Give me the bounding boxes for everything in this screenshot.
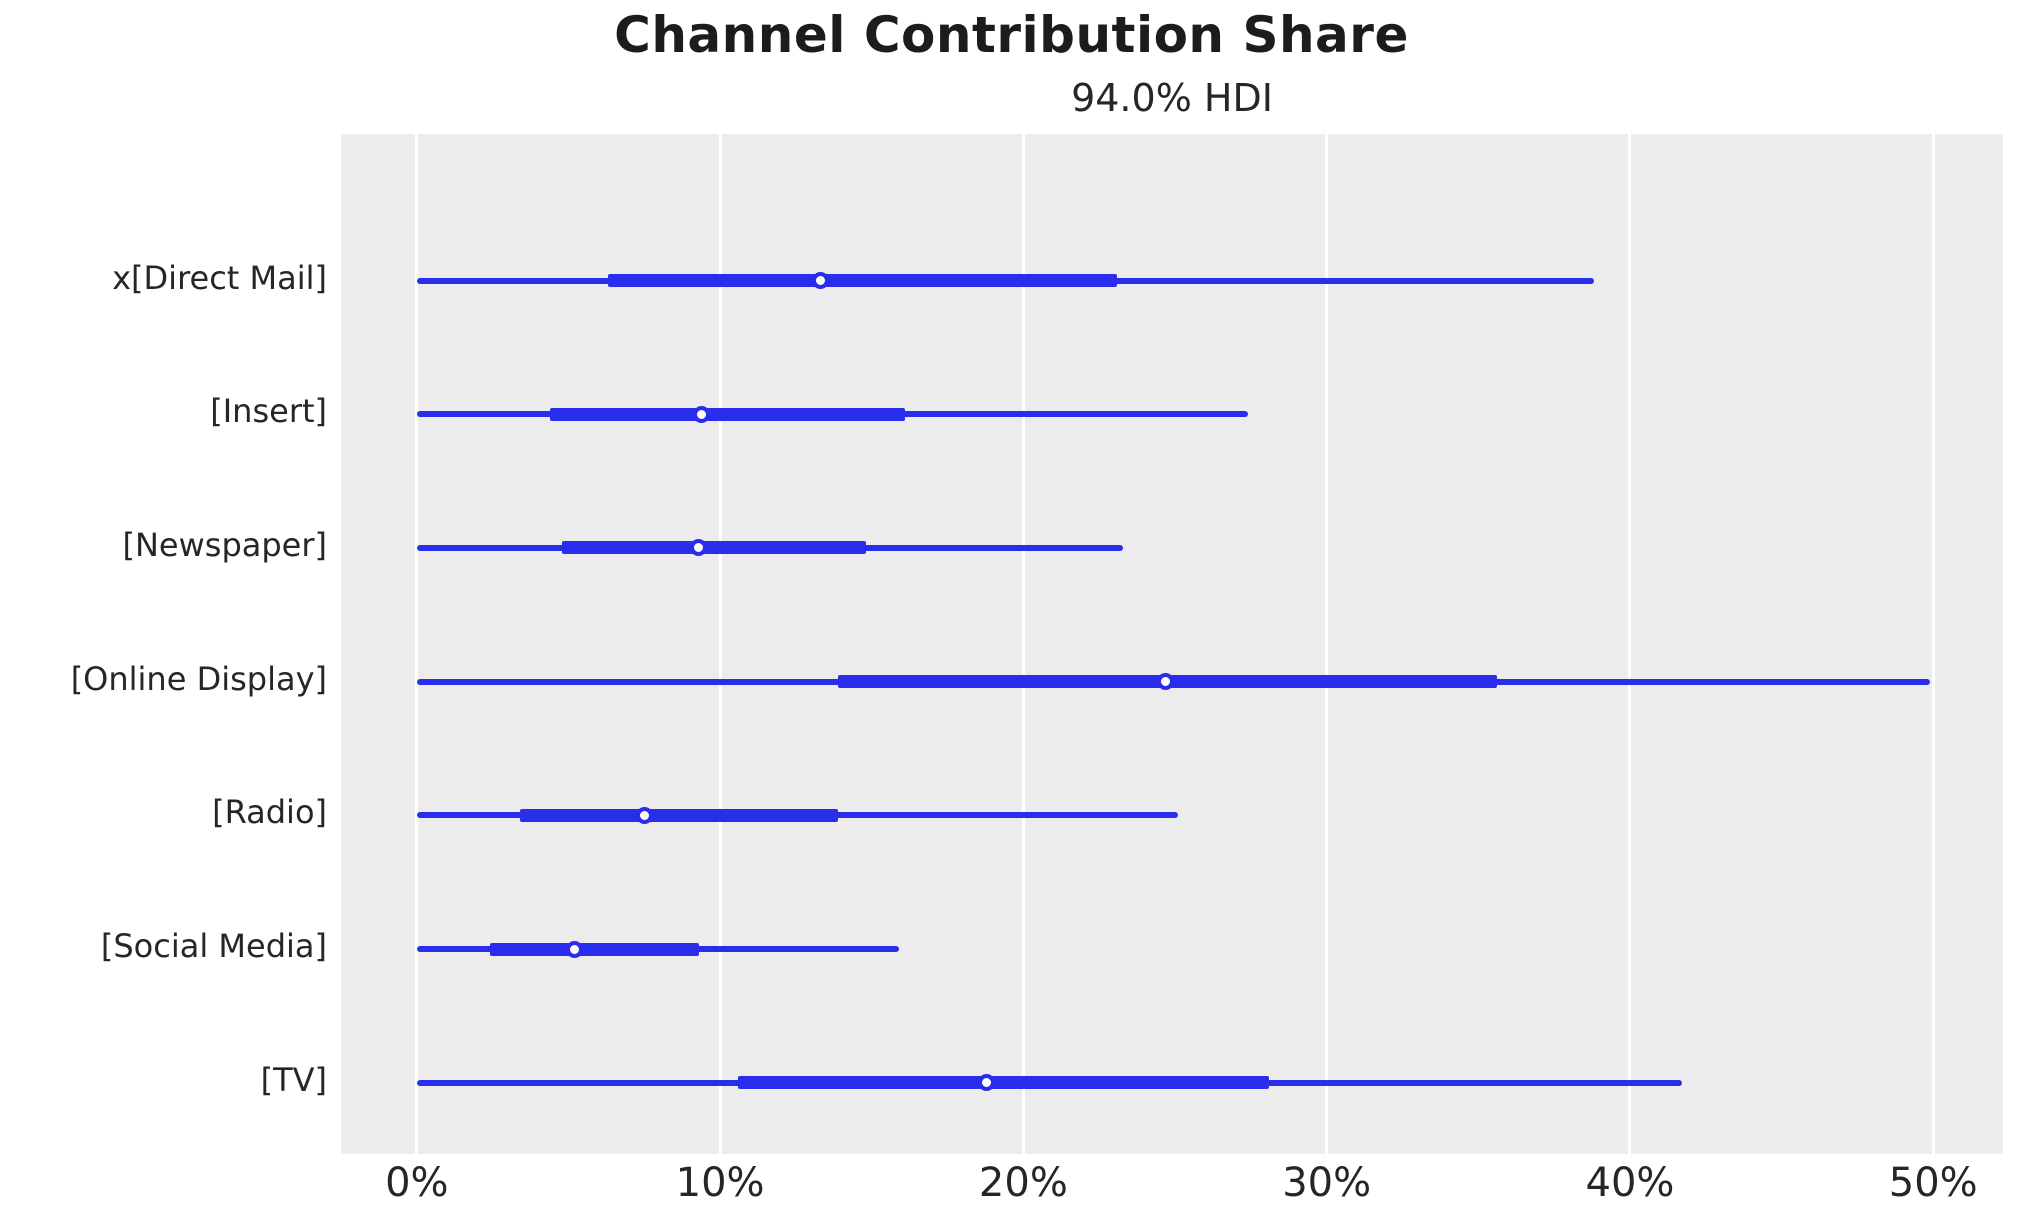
interquartile-line-2 (550, 407, 906, 421)
y-label-3: [Newspaper] (122, 525, 327, 564)
median-point-1 (811, 272, 829, 289)
interquartile-line-5 (519, 808, 839, 822)
x-tick-40%: 40% (1585, 1160, 1675, 1206)
median-point-3 (690, 539, 708, 557)
gridline-0% (415, 134, 419, 1154)
chart-title: Channel Contribution Share (614, 6, 1409, 64)
y-label-4: [Online Display] (70, 659, 327, 698)
gridline-50% (1931, 134, 1935, 1154)
y-label-7: [TV] (260, 1060, 327, 1099)
y-label-6: [Social Media] (100, 927, 327, 965)
y-label-5: [Radio] (212, 793, 327, 832)
interquartile-line-7 (738, 1076, 1270, 1090)
x-tick-30%: 30% (1282, 1160, 1372, 1206)
interquartile-line-1 (607, 274, 1118, 287)
median-point-4 (1157, 673, 1175, 691)
chart-subtitle-hdi: 94.0% HDI (1071, 76, 1273, 120)
median-point-2 (693, 405, 711, 423)
median-point-7 (978, 1074, 996, 1092)
x-tick-0%: 0% (385, 1160, 449, 1206)
gridline-30% (1325, 134, 1329, 1154)
x-tick-20%: 20% (978, 1160, 1068, 1206)
median-point-6 (566, 940, 584, 958)
x-tick-50%: 50% (1888, 1160, 1978, 1206)
median-point-5 (635, 806, 653, 824)
interquartile-line-6 (489, 942, 699, 956)
gridline-40% (1628, 134, 1632, 1154)
plot-area (341, 134, 2003, 1154)
y-label-1: x[Direct Mail] (112, 258, 327, 297)
gridline-10% (718, 134, 722, 1154)
y-label-2: [Insert] (210, 392, 327, 431)
gridline-20% (1021, 134, 1025, 1154)
interquartile-line-3 (562, 541, 866, 555)
x-tick-10%: 10% (675, 1160, 765, 1206)
